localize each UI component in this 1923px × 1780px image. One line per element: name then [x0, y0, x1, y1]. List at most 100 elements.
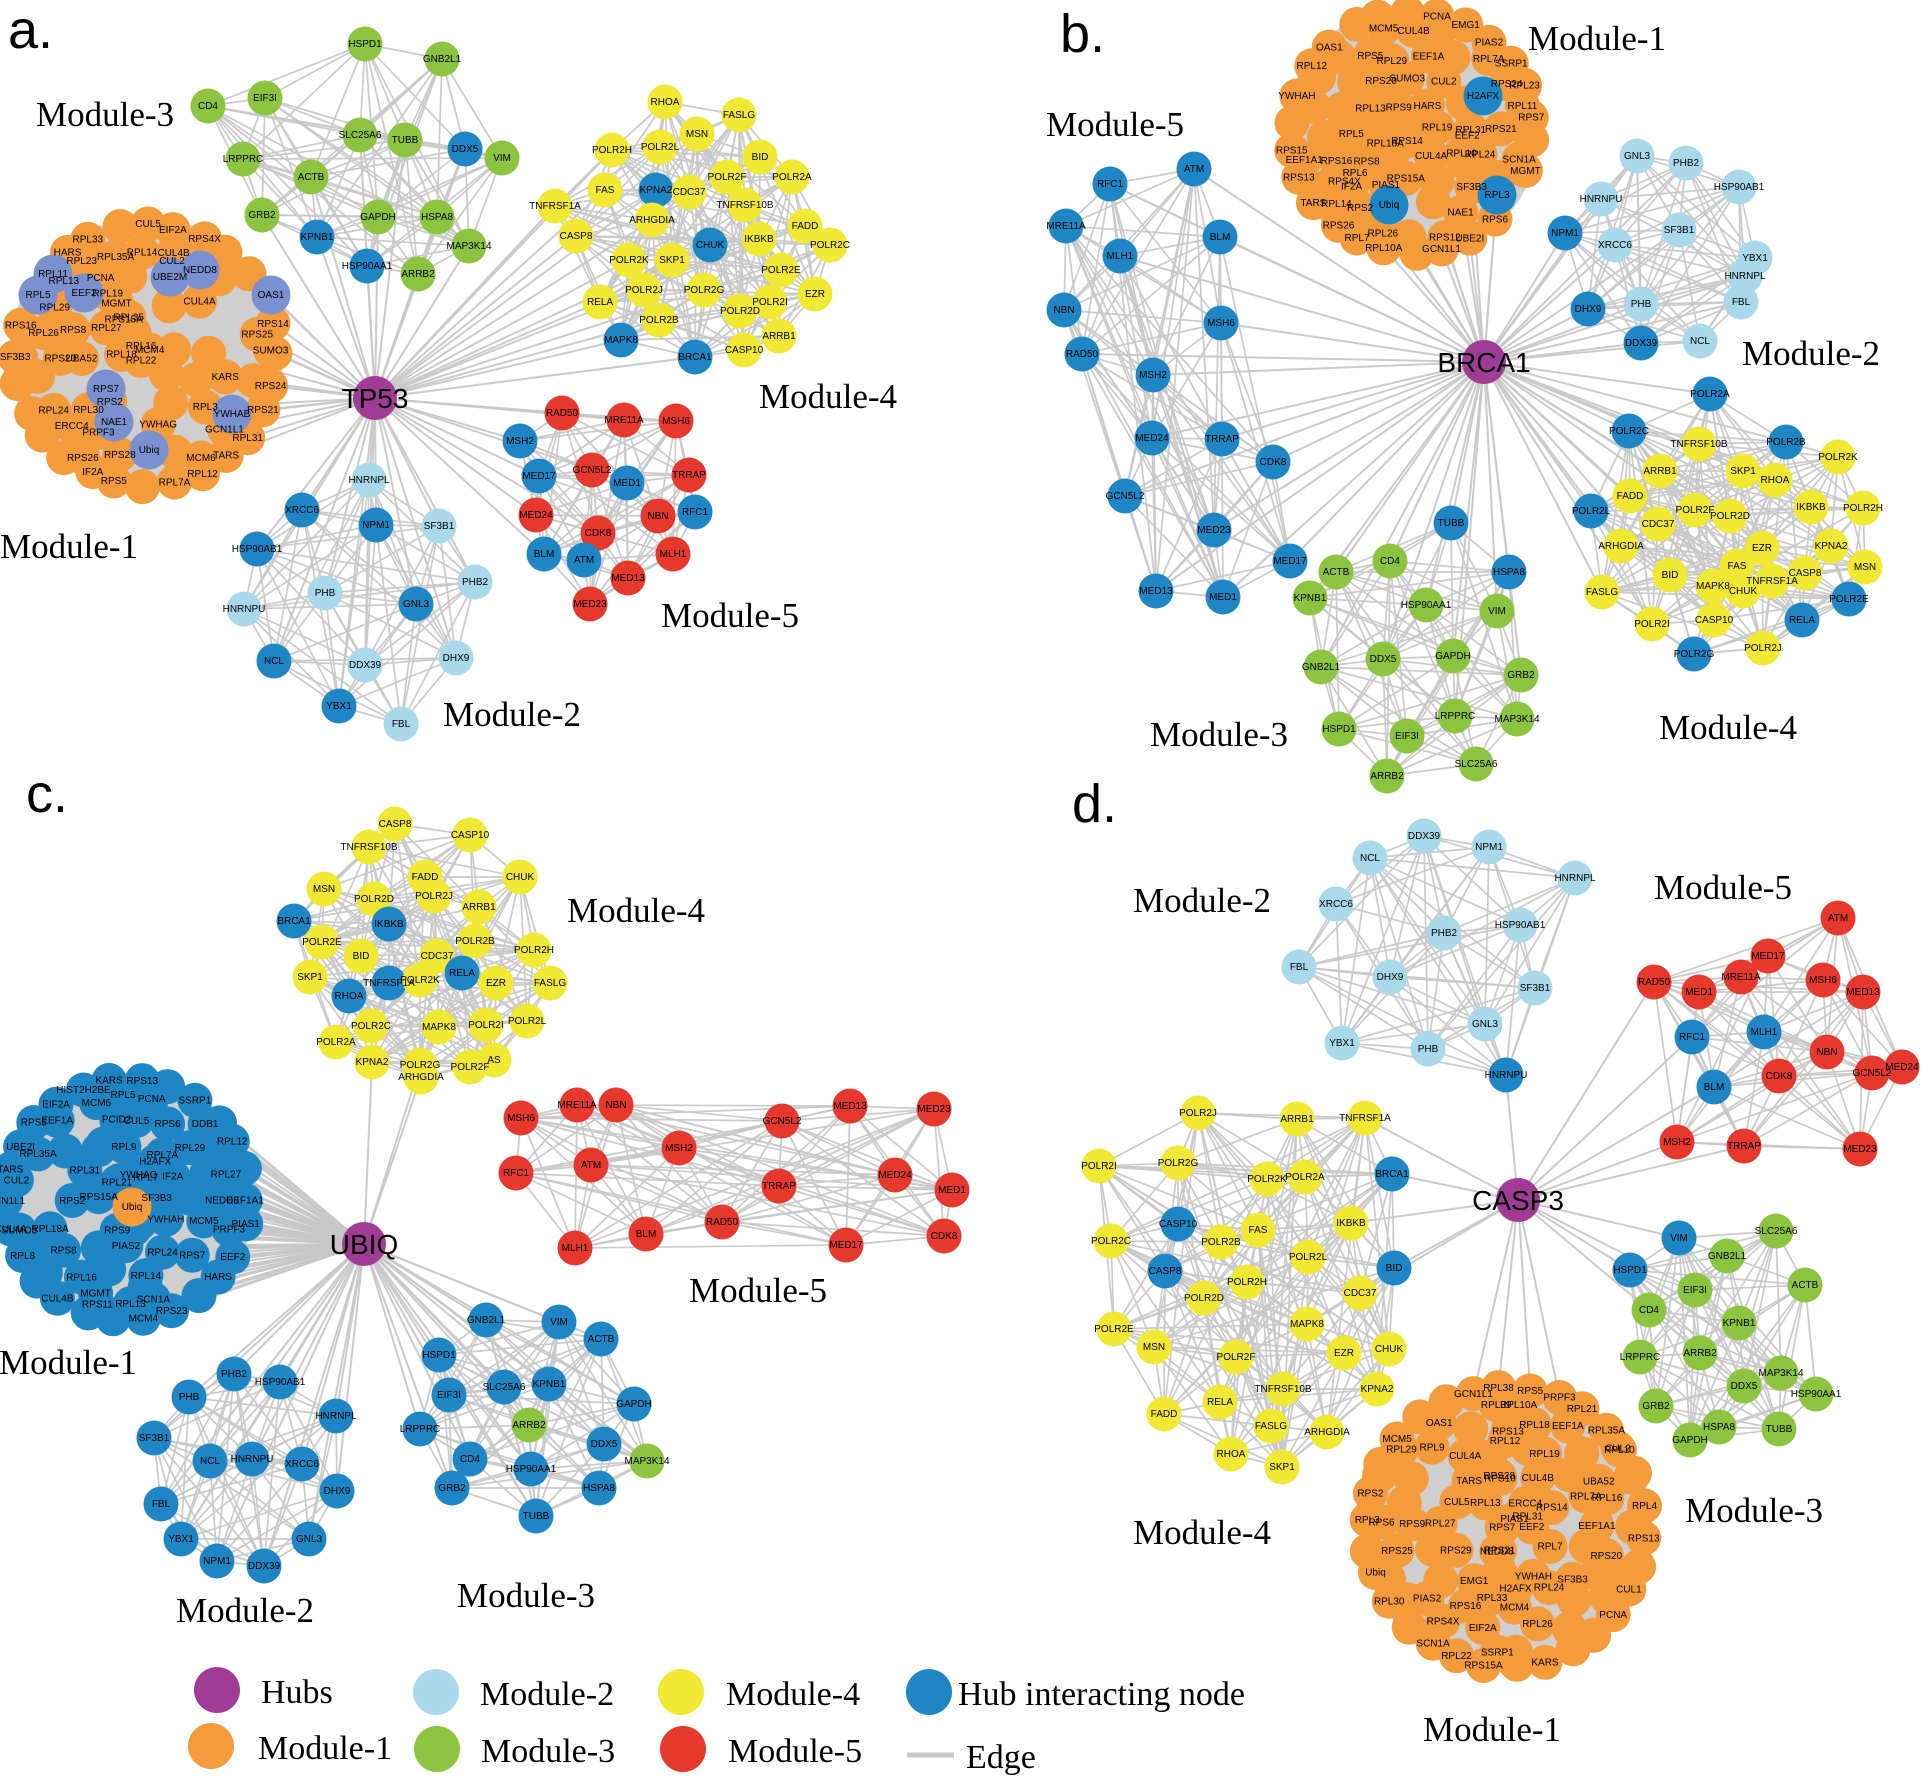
svg-text:RPS13: RPS13 — [1283, 172, 1315, 183]
svg-text:YBX1: YBX1 — [1742, 253, 1768, 264]
svg-text:DDX39: DDX39 — [248, 1561, 281, 1572]
svg-text:TNFRSF10B: TNFRSF10B — [1670, 439, 1728, 450]
svg-text:CUL4B: CUL4B — [41, 1294, 74, 1305]
svg-text:BRCA1: BRCA1 — [1437, 347, 1530, 378]
svg-text:RPL7: RPL7 — [133, 1173, 158, 1184]
svg-text:DDX5: DDX5 — [591, 1439, 618, 1450]
svg-text:FADD: FADD — [792, 221, 819, 232]
svg-text:POLR2G: POLR2G — [1674, 649, 1715, 660]
svg-text:CHUK: CHUK — [1375, 1344, 1404, 1355]
svg-text:Module-4: Module-4 — [726, 1676, 860, 1713]
svg-text:EIF2A: EIF2A — [1469, 1623, 1497, 1634]
svg-text:ARRB1: ARRB1 — [1643, 466, 1677, 477]
svg-text:RPS29: RPS29 — [1440, 1546, 1472, 1557]
svg-text:POLR2G: POLR2G — [400, 1060, 441, 1071]
svg-text:RPL29: RPL29 — [39, 302, 70, 313]
svg-text:MED13: MED13 — [611, 573, 645, 584]
svg-text:GCN1L1: GCN1L1 — [1422, 244, 1461, 255]
svg-text:CUL5: CUL5 — [124, 1116, 150, 1127]
svg-text:RPS11: RPS11 — [82, 1300, 113, 1311]
svg-text:EEF1A1: EEF1A1 — [1286, 155, 1324, 166]
svg-text:RAD50: RAD50 — [1066, 349, 1099, 360]
svg-text:POLR2L: POLR2L — [641, 142, 680, 153]
svg-text:CASP3: CASP3 — [1472, 1185, 1564, 1216]
svg-text:PIAS1: PIAS1 — [232, 1219, 261, 1230]
svg-text:SUMO3: SUMO3 — [1390, 74, 1426, 85]
svg-text:PRPF3: PRPF3 — [213, 1225, 246, 1236]
svg-text:Module-2: Module-2 — [443, 695, 581, 734]
svg-text:ACTB: ACTB — [1323, 567, 1350, 578]
svg-text:Module-1: Module-1 — [258, 1730, 392, 1767]
svg-text:KARS: KARS — [212, 372, 240, 383]
svg-text:MGMT: MGMT — [80, 1289, 111, 1300]
svg-text:POLR2J: POLR2J — [1179, 1108, 1217, 1119]
svg-text:CHUK: CHUK — [1729, 586, 1758, 597]
svg-text:RPL35A: RPL35A — [97, 252, 135, 263]
svg-text:MED1: MED1 — [613, 478, 641, 489]
svg-text:MED24: MED24 — [1135, 433, 1169, 444]
svg-text:POLR2C: POLR2C — [351, 1021, 391, 1032]
svg-text:POLR2E: POLR2E — [1829, 594, 1869, 605]
svg-text:POLR2H: POLR2H — [1843, 503, 1883, 514]
svg-text:GCN5L2: GCN5L2 — [1853, 1068, 1892, 1079]
svg-text:FASLG: FASLG — [1255, 1421, 1287, 1432]
svg-text:Module-3: Module-3 — [457, 1576, 595, 1615]
svg-text:CUL4A: CUL4A — [1415, 151, 1448, 162]
svg-text:RPS15A: RPS15A — [80, 1192, 119, 1203]
svg-text:LRPPRC: LRPPRC — [400, 1424, 441, 1435]
svg-text:LRPPRC: LRPPRC — [223, 154, 264, 165]
svg-text:NBN: NBN — [1816, 1047, 1837, 1058]
svg-text:CDK8: CDK8 — [585, 528, 612, 539]
svg-text:FADD: FADD — [412, 872, 439, 883]
svg-text:VIM: VIM — [1488, 606, 1506, 617]
svg-text:RPS9: RPS9 — [104, 1226, 131, 1237]
svg-text:GCN5L2: GCN5L2 — [573, 465, 612, 476]
svg-text:RPL13: RPL13 — [1355, 103, 1386, 114]
svg-text:MRE11A: MRE11A — [1721, 972, 1761, 983]
svg-text:RPL10A: RPL10A — [1365, 243, 1403, 254]
svg-text:HNRNPL: HNRNPL — [1554, 873, 1596, 884]
svg-text:c.: c. — [26, 764, 68, 824]
svg-text:Ubiq: Ubiq — [139, 445, 160, 456]
svg-text:YWHAG: YWHAG — [139, 420, 177, 431]
svg-text:RPL8: RPL8 — [10, 1251, 35, 1262]
svg-text:GCN5L2: GCN5L2 — [763, 1116, 802, 1127]
svg-text:HNRNPL: HNRNPL — [315, 1411, 357, 1422]
svg-text:HSPA8: HSPA8 — [421, 212, 453, 223]
svg-text:ARHGDIA: ARHGDIA — [1304, 1427, 1350, 1438]
svg-text:CASP8: CASP8 — [560, 231, 593, 242]
svg-text:BID: BID — [1386, 1263, 1403, 1274]
svg-text:MSH6: MSH6 — [662, 416, 690, 427]
svg-text:HARS: HARS — [1414, 101, 1442, 112]
svg-text:MSN: MSN — [1854, 562, 1876, 573]
svg-text:KPNA2: KPNA2 — [1361, 1384, 1394, 1395]
svg-text:YBX1: YBX1 — [1329, 1038, 1355, 1049]
svg-text:MCM5: MCM5 — [1382, 1434, 1412, 1445]
svg-text:CASP8: CASP8 — [1789, 568, 1822, 579]
svg-text:CD4: CD4 — [460, 1454, 480, 1465]
svg-text:TUBB: TUBB — [392, 135, 419, 146]
svg-text:RPS6: RPS6 — [1368, 1517, 1395, 1528]
svg-text:GCN1L1: GCN1L1 — [205, 425, 244, 436]
svg-text:Module-5: Module-5 — [661, 596, 799, 635]
svg-text:YBX1: YBX1 — [326, 701, 352, 712]
svg-text:PRPF3: PRPF3 — [82, 427, 115, 438]
svg-text:PCID2: PCID2 — [102, 1115, 132, 1126]
svg-text:MCM5: MCM5 — [189, 1216, 219, 1227]
svg-text:IF2A: IF2A — [82, 467, 103, 478]
svg-text:RPL12: RPL12 — [217, 1136, 248, 1147]
svg-text:SF3B3: SF3B3 — [0, 352, 31, 363]
svg-text:Module-5: Module-5 — [689, 1271, 827, 1310]
svg-text:RPL29: RPL29 — [1386, 1444, 1417, 1455]
svg-text:RPS12: RPS12 — [1429, 233, 1461, 244]
svg-text:GRB2: GRB2 — [1507, 670, 1535, 681]
svg-text:EIF2A: EIF2A — [159, 225, 187, 236]
svg-text:RPL22: RPL22 — [126, 356, 157, 367]
svg-text:PIAS1: PIAS1 — [1500, 1514, 1529, 1525]
svg-text:UBIQ: UBIQ — [330, 1229, 398, 1260]
svg-text:POLR2G: POLR2G — [684, 285, 725, 296]
svg-text:DHX9: DHX9 — [1377, 972, 1404, 983]
svg-text:GRB2: GRB2 — [248, 210, 276, 221]
svg-text:RPS23: RPS23 — [156, 1306, 188, 1317]
svg-text:RPL16: RPL16 — [66, 1272, 97, 1283]
